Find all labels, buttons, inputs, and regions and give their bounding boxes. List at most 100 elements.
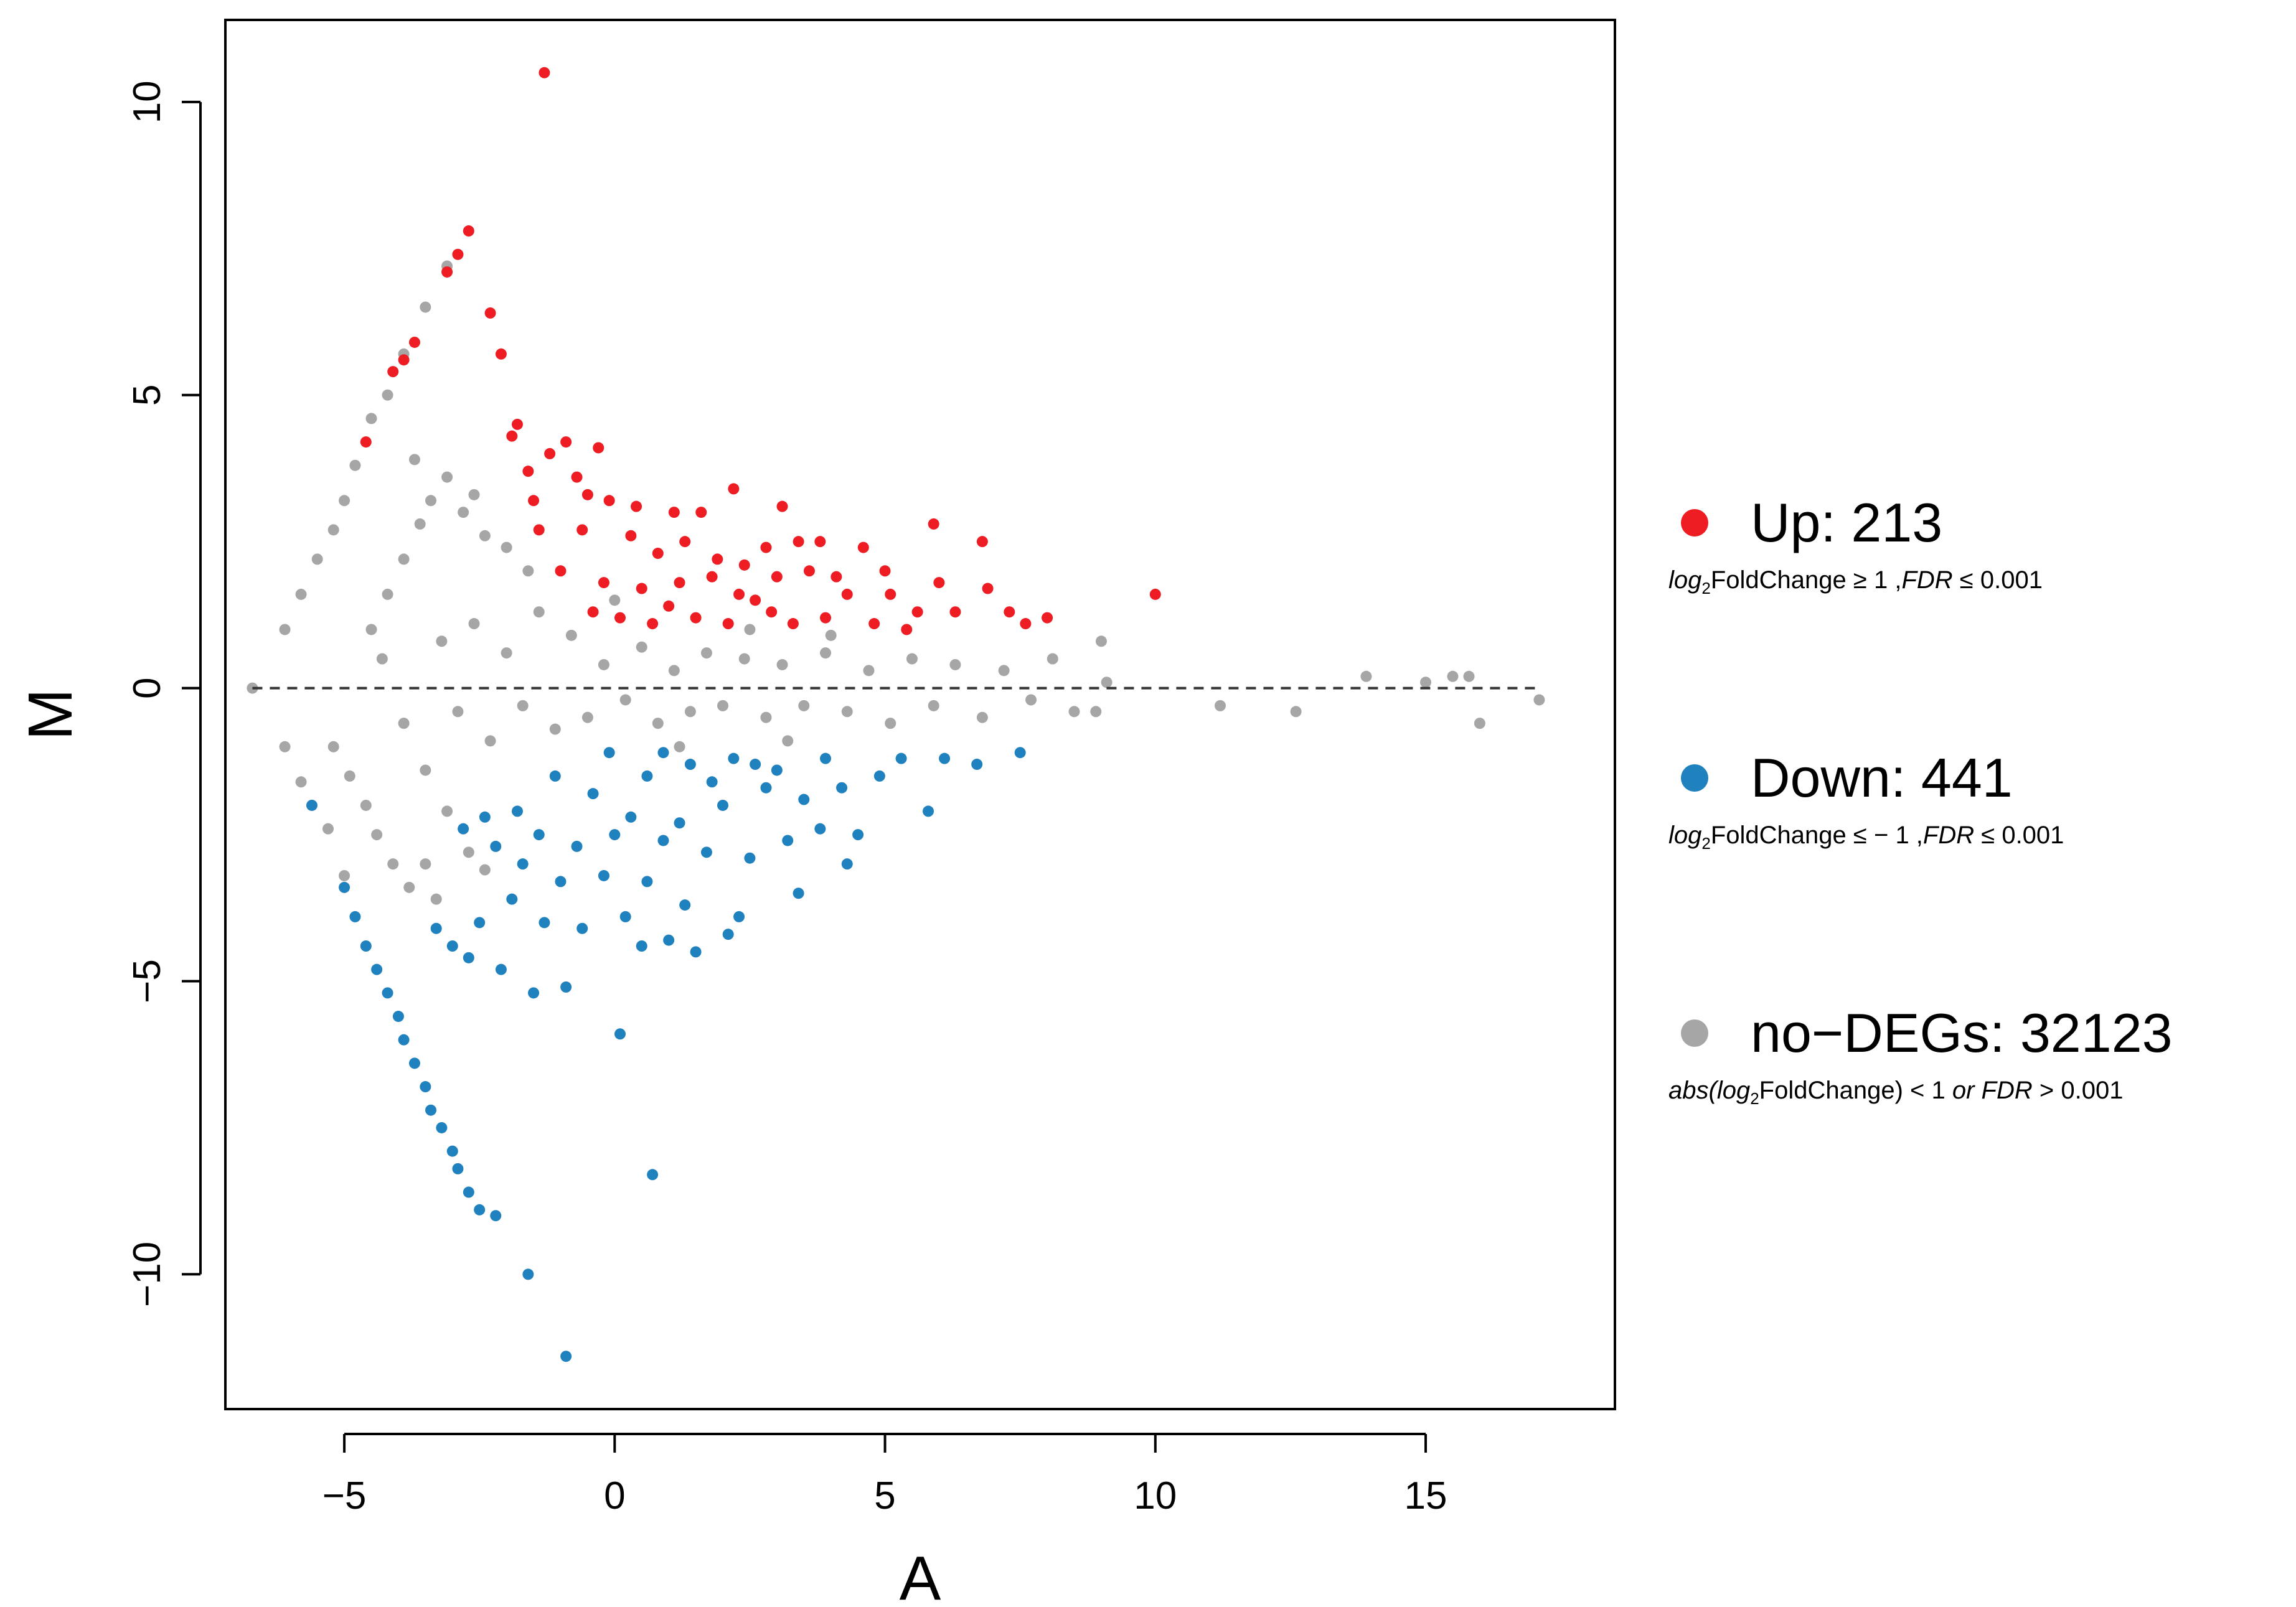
down-point [722, 929, 734, 940]
down-point [511, 805, 523, 817]
down-point [657, 747, 669, 759]
down-point [793, 888, 804, 899]
down-point [474, 1204, 486, 1216]
no-degs-point [501, 541, 512, 553]
no-degs-point [522, 565, 534, 577]
down-point [798, 794, 810, 805]
legend-no-degs-marker [1681, 1019, 1708, 1047]
down-point [420, 1081, 431, 1093]
down-point [533, 829, 545, 841]
up-point [668, 507, 680, 518]
no-degs-point [928, 700, 939, 711]
no-degs-point [382, 389, 393, 401]
up-point [760, 541, 772, 553]
no-degs-point [976, 711, 988, 723]
up-point [522, 466, 534, 477]
up-point [674, 577, 685, 589]
up-point [1020, 618, 1032, 630]
up-point [976, 536, 988, 548]
legend-down-label: Down: 441 [1751, 747, 2013, 808]
no-degs-point [452, 706, 464, 718]
up-point [841, 588, 853, 600]
no-degs-point [668, 665, 680, 677]
down-point [528, 987, 540, 999]
down-point [306, 799, 318, 811]
down-point [458, 823, 469, 835]
down-point [560, 981, 572, 993]
up-point [560, 436, 572, 448]
down-point [398, 1034, 410, 1046]
up-point [712, 553, 723, 565]
down-point [625, 811, 637, 823]
down-point [836, 782, 848, 794]
no-degs-point [565, 629, 577, 641]
up-point [528, 495, 540, 507]
down-point [614, 1028, 626, 1040]
down-point [609, 829, 621, 841]
no-degs-point [1047, 653, 1058, 665]
no-degs-point [349, 459, 361, 471]
down-point [598, 869, 609, 881]
down-point [490, 1210, 502, 1222]
no-degs-point [420, 858, 431, 870]
up-point [738, 559, 750, 571]
down-point [349, 911, 361, 922]
no-degs-point [652, 718, 664, 729]
up-point [901, 624, 913, 635]
down-point [641, 770, 653, 782]
no-degs-point [479, 864, 491, 876]
down-point [463, 952, 474, 963]
no-degs-point [295, 776, 307, 788]
down-point [895, 752, 907, 764]
up-point [484, 307, 496, 319]
no-degs-point [1447, 670, 1459, 682]
no-degs-point [1474, 718, 1485, 729]
down-point [360, 940, 372, 952]
up-point [603, 495, 615, 507]
no-degs-point [382, 588, 393, 600]
down-point [463, 1186, 474, 1198]
no-degs-point [782, 735, 794, 747]
no-degs-point [463, 846, 474, 858]
up-point [1042, 612, 1053, 624]
up-point [879, 565, 891, 577]
up-point [598, 577, 609, 589]
down-point [820, 752, 832, 764]
no-degs-point [327, 524, 339, 536]
y-axis-label: M [16, 688, 85, 740]
no-degs-point [468, 618, 480, 630]
up-point [982, 583, 994, 594]
down-point [873, 770, 885, 782]
down-point [674, 817, 685, 829]
up-point [733, 588, 745, 600]
down-point [339, 881, 351, 893]
y-axis: −10 −5 0 5 10 [126, 80, 202, 1307]
down-point [495, 963, 507, 975]
up-point [949, 606, 961, 618]
no-degs-point [365, 624, 377, 635]
no-degs-point [885, 718, 896, 729]
plot-frame [224, 19, 1616, 1410]
up-point [771, 571, 783, 583]
y-tick-label: −10 [126, 1242, 169, 1307]
up-point [555, 565, 567, 577]
no-degs-point [1215, 700, 1226, 711]
no-degs-point [863, 665, 875, 677]
no-degs-point [387, 858, 399, 870]
legend-down-condition: log2FoldChange ≤ − 1 ,FDR ≤ 0.001 [1668, 822, 2064, 853]
no-degs-point [949, 658, 961, 670]
down-point [479, 811, 491, 823]
no-degs-point [684, 706, 696, 718]
up-point [750, 594, 761, 606]
down-point [539, 917, 550, 929]
no-degs-point [517, 700, 529, 711]
up-point [533, 524, 545, 536]
down-point [619, 911, 631, 922]
no-degs-point [339, 869, 351, 881]
up-point [593, 442, 605, 454]
up-point [820, 612, 832, 624]
no-degs-point [798, 700, 810, 711]
down-point [717, 799, 729, 811]
up-point [911, 606, 923, 618]
down-point [760, 782, 772, 794]
